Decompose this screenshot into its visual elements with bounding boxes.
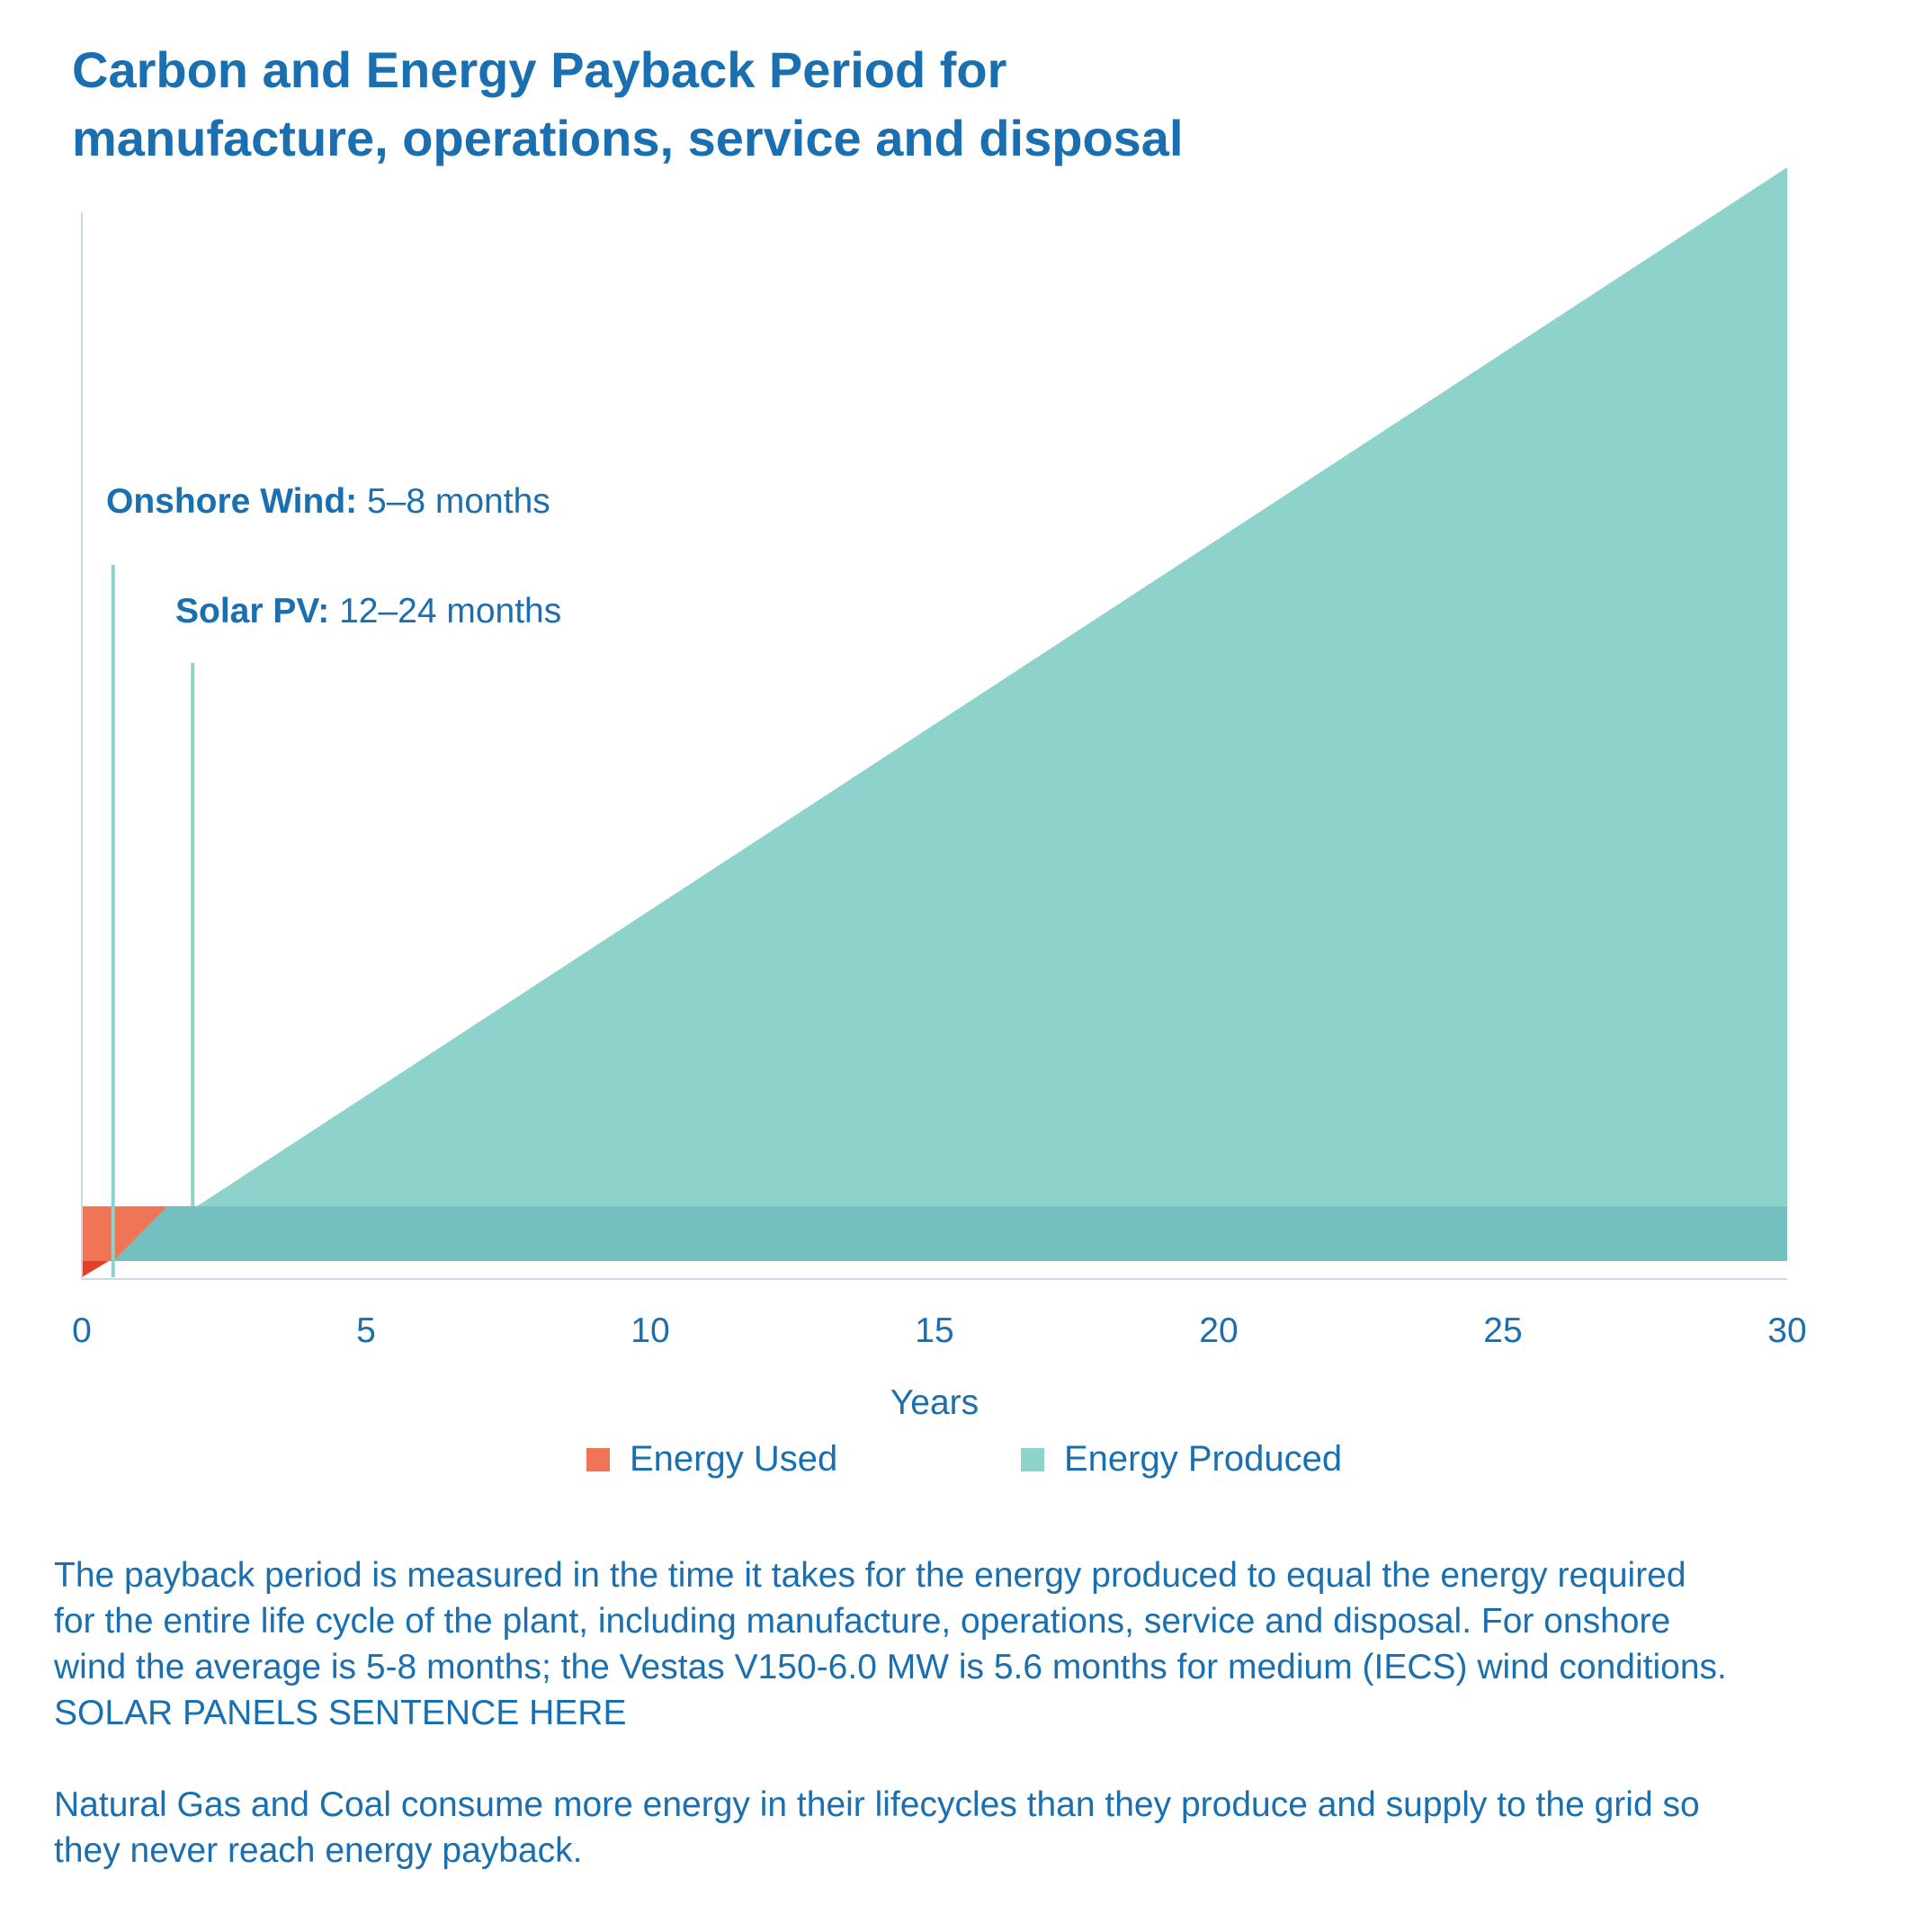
notes-line: SOLAR PANELS SENTENCE HERE — [54, 1694, 627, 1732]
notes-line: The payback period is measured in the ti… — [54, 1556, 1686, 1595]
x-tick-label: 5 — [356, 1311, 376, 1350]
legend-swatch-energy-used — [586, 1447, 610, 1471]
notes-line: they never reach energy payback. — [54, 1831, 583, 1870]
x-tick-label: 0 — [72, 1311, 92, 1350]
legend-item-energy-produced: Energy Produced — [1021, 1439, 1342, 1480]
notes-line: for the entire life cycle of the plant, … — [54, 1602, 1671, 1641]
x-axis-title: Years — [890, 1383, 979, 1422]
chart-title-line-1: Carbon and Energy Payback Period for — [72, 41, 1007, 98]
legend-label-energy-used: Energy Used — [630, 1439, 838, 1479]
legend-label-energy-produced: Energy Produced — [1064, 1439, 1343, 1479]
energy-produced-area — [112, 167, 1787, 1261]
paragraph-gap — [54, 1736, 1880, 1782]
legend-swatch-energy-produced — [1021, 1447, 1044, 1471]
x-tick-label: 30 — [1767, 1311, 1806, 1350]
notes-line: Natural Gas and Coal consume more energy… — [54, 1785, 1700, 1824]
annotation-label-bold: Onshore Wind: — [106, 482, 357, 521]
annotation-onshore-wind: Onshore Wind: 5–8 months — [106, 482, 550, 521]
x-tick-label: 25 — [1483, 1311, 1522, 1350]
x-tick-label: 15 — [915, 1311, 953, 1350]
x-tick-label: 20 — [1199, 1311, 1238, 1350]
legend-item-energy-used: Energy Used — [586, 1439, 837, 1480]
annotation-label-bold: Solar PV: — [175, 592, 329, 631]
annotation-label-value: 12–24 months — [329, 592, 561, 631]
explanatory-notes: The payback period is measured in the ti… — [54, 1552, 1880, 1874]
chart-title-line-2: manufacture, operations, service and dis… — [72, 110, 1184, 166]
annotation-label-value: 5–8 months — [357, 482, 550, 521]
overlap-band — [112, 1206, 1787, 1261]
annotation-solar-pv: Solar PV: 12–24 months — [175, 592, 561, 631]
energy-used-origin-mark — [82, 1261, 109, 1277]
chart-legend: Energy Used Energy Produced — [0, 1439, 1914, 1493]
chart-title: Carbon and Energy Payback Period for man… — [72, 36, 1511, 173]
notes-line: wind the average is 5-8 months; the Vest… — [54, 1648, 1727, 1686]
payback-chart: Onshore Wind: 5–8 months Solar PV: 12–24 … — [72, 167, 1807, 1422]
x-tick-label: 10 — [631, 1311, 669, 1350]
